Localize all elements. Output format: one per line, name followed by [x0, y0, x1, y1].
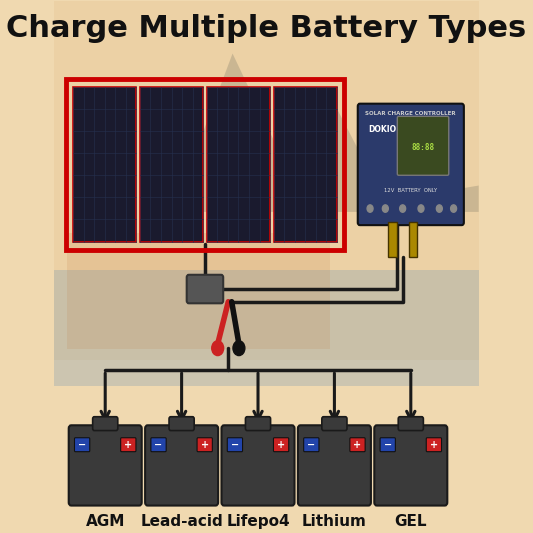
FancyBboxPatch shape	[73, 87, 136, 241]
Circle shape	[212, 341, 224, 356]
Text: 88:88: 88:88	[411, 143, 434, 152]
FancyBboxPatch shape	[187, 275, 223, 303]
FancyBboxPatch shape	[298, 425, 371, 506]
Circle shape	[233, 341, 245, 356]
Text: −: −	[384, 440, 392, 450]
Circle shape	[450, 205, 457, 212]
FancyBboxPatch shape	[246, 417, 271, 431]
FancyBboxPatch shape	[169, 417, 194, 431]
FancyBboxPatch shape	[227, 438, 243, 451]
FancyBboxPatch shape	[322, 417, 347, 431]
FancyBboxPatch shape	[145, 425, 218, 506]
Text: +: +	[277, 440, 285, 450]
Text: +: +	[430, 440, 438, 450]
FancyBboxPatch shape	[273, 87, 337, 241]
Text: −: −	[231, 440, 239, 450]
Text: Lead-acid: Lead-acid	[140, 514, 223, 529]
FancyBboxPatch shape	[304, 438, 319, 451]
Text: −: −	[78, 440, 86, 450]
Circle shape	[400, 205, 406, 212]
Circle shape	[367, 205, 373, 212]
FancyBboxPatch shape	[75, 438, 90, 451]
Text: Lithium: Lithium	[302, 514, 367, 529]
FancyBboxPatch shape	[222, 425, 295, 506]
Circle shape	[437, 205, 442, 212]
Text: 12V  BATTERY  ONLY: 12V BATTERY ONLY	[384, 188, 438, 192]
FancyBboxPatch shape	[409, 222, 417, 257]
FancyBboxPatch shape	[426, 438, 441, 451]
Text: Lifepo4: Lifepo4	[226, 514, 290, 529]
FancyBboxPatch shape	[69, 425, 142, 506]
FancyBboxPatch shape	[93, 417, 118, 431]
Text: Charge Multiple Battery Types: Charge Multiple Battery Types	[6, 14, 527, 43]
FancyBboxPatch shape	[140, 87, 203, 241]
Text: +: +	[124, 440, 132, 450]
FancyBboxPatch shape	[67, 233, 330, 349]
Text: SOLAR CHARGE CONTROLLER: SOLAR CHARGE CONTROLLER	[366, 111, 456, 116]
FancyBboxPatch shape	[397, 116, 449, 175]
FancyBboxPatch shape	[197, 438, 212, 451]
FancyBboxPatch shape	[273, 438, 289, 451]
FancyBboxPatch shape	[374, 425, 447, 506]
Text: DOKIO: DOKIO	[368, 125, 397, 134]
Circle shape	[382, 205, 389, 212]
Text: AGM: AGM	[85, 514, 125, 529]
Text: GEL: GEL	[394, 514, 427, 529]
FancyBboxPatch shape	[388, 222, 397, 257]
Text: +: +	[353, 440, 361, 450]
FancyBboxPatch shape	[54, 270, 479, 386]
FancyBboxPatch shape	[120, 438, 136, 451]
Circle shape	[418, 205, 424, 212]
FancyBboxPatch shape	[380, 438, 395, 451]
Text: −: −	[307, 440, 316, 450]
Text: +: +	[200, 440, 209, 450]
FancyBboxPatch shape	[207, 87, 270, 241]
FancyBboxPatch shape	[151, 438, 166, 451]
FancyBboxPatch shape	[350, 438, 365, 451]
FancyBboxPatch shape	[54, 1, 479, 360]
FancyBboxPatch shape	[358, 104, 464, 225]
Text: −: −	[155, 440, 163, 450]
Polygon shape	[173, 53, 479, 212]
FancyBboxPatch shape	[398, 417, 423, 431]
